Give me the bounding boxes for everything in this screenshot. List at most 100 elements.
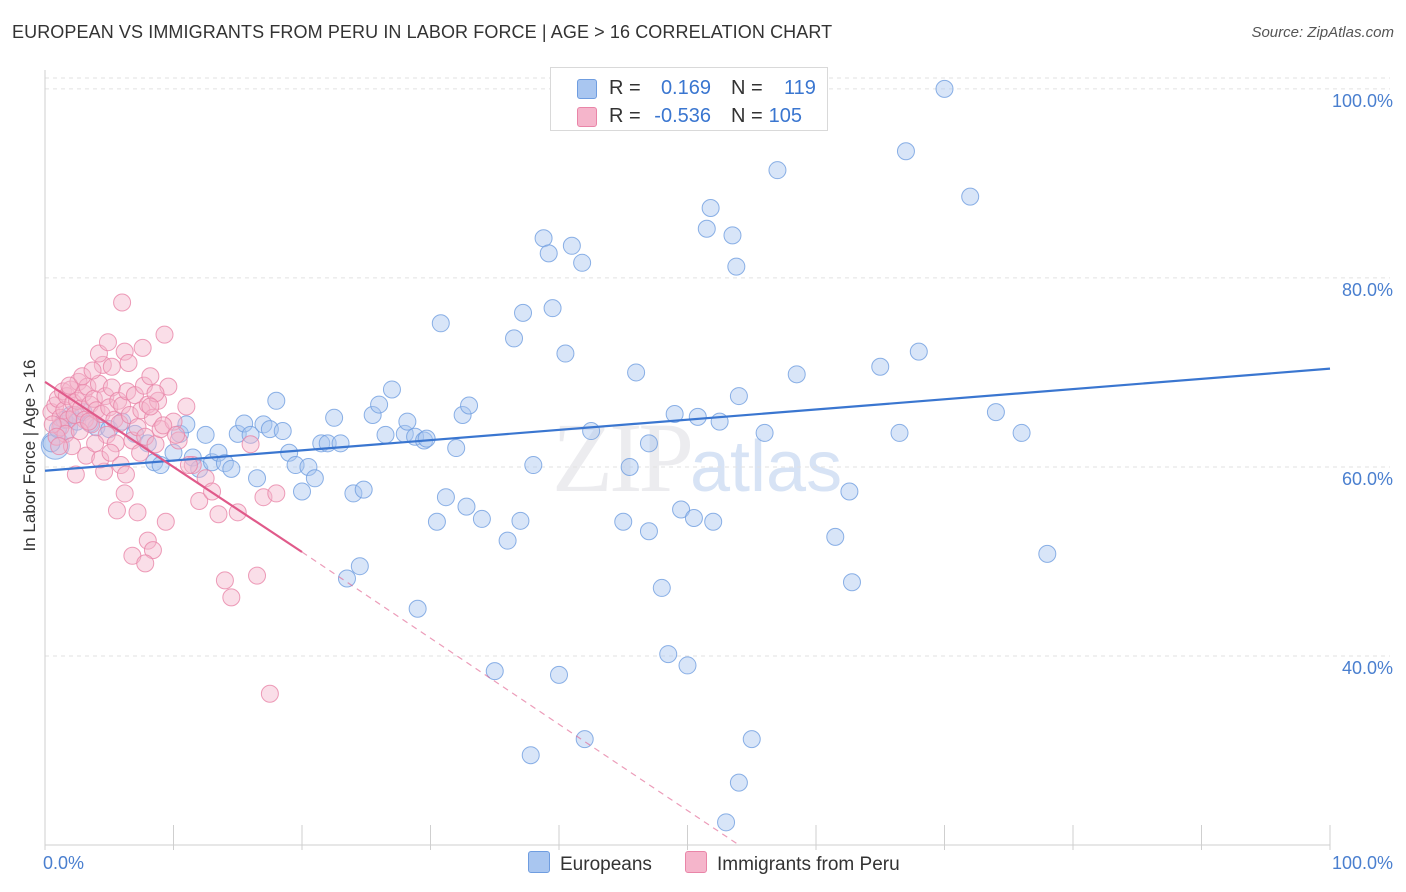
y-tick-label: 40.0% (1342, 658, 1393, 678)
peru-point (119, 353, 138, 372)
european-point (562, 236, 581, 255)
peru-point (138, 531, 157, 550)
peru-point (183, 456, 202, 475)
european-point (521, 746, 540, 765)
european-point (896, 142, 915, 161)
trend-line-peru-extension (301, 551, 740, 846)
european-point (196, 425, 215, 444)
european-point (370, 395, 389, 414)
peru-point (73, 367, 92, 386)
peru-point (154, 416, 173, 435)
peru-point (156, 512, 175, 531)
peru-point (113, 293, 132, 312)
source-label: Source: ZipAtlas.com (1251, 24, 1394, 41)
stats-n-label: N = (731, 105, 763, 127)
european-point (727, 257, 746, 276)
legend-item-peru: Immigrants from Peru (685, 851, 900, 876)
stats-box: R = 0.169 N = 119 R = -0.536 N = 105 (550, 67, 828, 131)
european-point (614, 512, 633, 531)
legend-swatch-peru (685, 851, 707, 873)
european-point (620, 457, 639, 476)
peru-point (248, 566, 267, 585)
european-point (701, 198, 720, 217)
european-point (447, 439, 466, 458)
european-point (505, 329, 524, 348)
european-point (1038, 544, 1057, 563)
european-point (363, 405, 382, 424)
european-point (514, 303, 533, 322)
european-point (331, 434, 350, 453)
european-point (228, 424, 247, 443)
peru-point (136, 427, 155, 446)
european-point (842, 573, 861, 592)
european-point (729, 387, 748, 406)
european-point (408, 599, 427, 618)
peru-point (125, 386, 144, 405)
european-point (672, 500, 691, 519)
stats-r-label: R = (609, 77, 641, 99)
peru-point (190, 491, 209, 510)
y-tick-label: 60.0% (1342, 469, 1393, 489)
european-point (935, 79, 954, 98)
stats-r-value: -0.536 (654, 105, 711, 127)
european-point (299, 457, 318, 476)
legend-swatch-europeans (528, 851, 550, 873)
european-point (453, 405, 472, 424)
european-point (398, 412, 417, 431)
stats-row-peru: R = -0.536 N = 105 (551, 102, 827, 130)
trend-line-peru (44, 380, 303, 553)
european-point (511, 511, 530, 530)
peru-point (50, 437, 69, 456)
peru-point (241, 435, 260, 454)
european-point (961, 187, 980, 206)
legend-label-peru: Immigrants from Peru (717, 854, 900, 875)
european-point (678, 656, 697, 675)
y-tick-label: 80.0% (1342, 280, 1393, 300)
peru-point (131, 443, 150, 462)
peru-point (155, 325, 174, 344)
european-point (267, 391, 286, 410)
peru-point (93, 355, 112, 374)
european-point (742, 730, 761, 749)
peru-point (77, 446, 96, 465)
peru-point (66, 465, 85, 484)
european-point (337, 569, 356, 588)
peru-point (86, 434, 105, 453)
european-point (639, 522, 658, 541)
peru-point (113, 396, 132, 415)
peru-point (260, 684, 279, 703)
european-point (235, 414, 254, 433)
european-point (659, 645, 678, 664)
european-point (325, 408, 344, 427)
peru-point (222, 588, 241, 607)
peru-point (115, 342, 134, 361)
european-point (248, 469, 267, 488)
european-point (665, 405, 684, 424)
legend-label-europeans: Europeans (560, 854, 652, 875)
peru-point (70, 422, 89, 441)
european-point (840, 482, 859, 501)
stats-row-europeans: R = 0.169 N = 119 (551, 74, 827, 102)
european-point (273, 422, 292, 441)
european-point (241, 425, 260, 444)
european-point (344, 484, 363, 503)
peru-point (102, 357, 121, 376)
european-point (305, 469, 324, 488)
x-tick-label: 0.0% (43, 853, 84, 873)
legend-item-europeans: Europeans (528, 851, 652, 876)
european-point (697, 219, 716, 238)
european-point (755, 423, 774, 442)
european-point (575, 730, 594, 749)
european-point (1012, 423, 1031, 442)
peru-point (60, 376, 79, 395)
peru-point (83, 361, 102, 380)
peru-point (133, 338, 152, 357)
peru-point (116, 465, 135, 484)
european-point (729, 773, 748, 792)
european-point (652, 578, 671, 597)
european-point (890, 423, 909, 442)
european-point (534, 229, 553, 248)
european-point (376, 425, 395, 444)
peru-point (115, 484, 134, 503)
